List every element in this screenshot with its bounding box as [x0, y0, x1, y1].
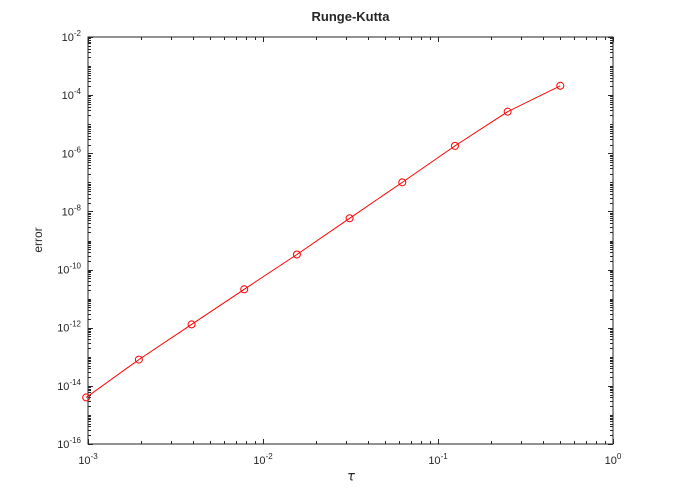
data-point-marker [82, 393, 91, 402]
data-point-marker [240, 285, 249, 294]
y-tick-label: 10-14 [57, 378, 81, 393]
y-tick-label: 10-6 [62, 145, 82, 160]
x-tick-label: 10-2 [253, 452, 273, 467]
x-tick-label: 100 [605, 452, 622, 467]
y-axis-label: error [31, 227, 45, 253]
series-line [85, 85, 561, 398]
y-tick-label: 10-8 [62, 203, 82, 218]
x-axis-label: τ [347, 469, 355, 485]
data-point-marker [134, 355, 143, 364]
data-point-marker [187, 320, 196, 329]
x-tick-label: 10-1 [428, 452, 448, 467]
x-tick-label: 10-3 [78, 452, 98, 467]
y-tick-label: 10-16 [57, 436, 81, 451]
data-point-marker [450, 141, 459, 150]
y-tick-label: 10-4 [62, 87, 82, 102]
data-point-marker [503, 107, 512, 116]
data-point-marker [292, 250, 301, 259]
y-tick-label: 10-10 [57, 262, 81, 277]
data-point-marker [345, 214, 354, 223]
data-point-marker [556, 81, 565, 90]
chart-title: Runge-Kutta [311, 9, 390, 24]
plot-frame [87, 36, 614, 445]
data-point-marker [398, 178, 407, 187]
y-tick-label: 10-2 [62, 29, 82, 44]
y-tick-label: 10-12 [57, 320, 81, 335]
